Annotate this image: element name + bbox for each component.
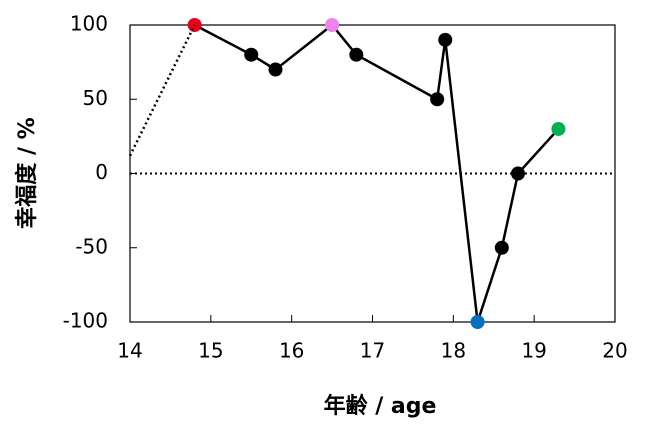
data-point [438, 32, 453, 47]
x-tick-label: 18 [441, 339, 466, 363]
plot-frame [129, 24, 616, 323]
data-point [551, 121, 566, 136]
x-tick-label: 20 [602, 339, 627, 363]
x-axis-title: 年齢 / age [324, 393, 437, 419]
data-point [470, 315, 485, 329]
series-line [128, 24, 196, 157]
x-tick-label: 16 [279, 339, 304, 363]
x-tick-label: 15 [198, 339, 223, 363]
data-point [349, 47, 364, 62]
y-tick-label: 50 [83, 86, 108, 110]
y-tick-label: -100 [63, 309, 108, 333]
data-point [244, 47, 259, 62]
y-tick-label: 100 [70, 12, 108, 36]
y-tick-label: 0 [95, 160, 108, 184]
x-tick-label: 17 [360, 339, 385, 363]
data-point [494, 240, 509, 255]
x-tick-label: 19 [521, 339, 546, 363]
y-axis-title: 幸福度 / % [14, 117, 40, 228]
data-point [268, 62, 283, 77]
y-tick-label: -50 [75, 234, 108, 258]
x-tick-label: 14 [117, 339, 142, 363]
data-point [325, 18, 340, 32]
data-point [511, 166, 525, 181]
data-point [430, 92, 445, 107]
